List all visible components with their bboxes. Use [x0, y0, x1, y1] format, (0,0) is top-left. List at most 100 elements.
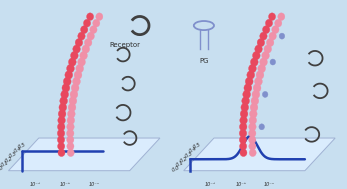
- Circle shape: [253, 84, 261, 92]
- Circle shape: [67, 123, 74, 131]
- Circle shape: [243, 90, 251, 99]
- Circle shape: [59, 103, 67, 112]
- Text: 0.2: 0.2: [4, 155, 14, 163]
- Circle shape: [58, 149, 65, 156]
- Circle shape: [67, 142, 74, 150]
- Circle shape: [275, 19, 282, 27]
- Circle shape: [252, 90, 260, 99]
- Circle shape: [239, 129, 247, 137]
- Circle shape: [78, 58, 85, 66]
- Circle shape: [67, 129, 74, 137]
- Circle shape: [249, 123, 256, 131]
- Circle shape: [78, 32, 85, 40]
- Circle shape: [240, 116, 247, 124]
- Circle shape: [75, 39, 83, 47]
- Text: 0.1: 0.1: [175, 160, 185, 168]
- Circle shape: [58, 123, 65, 131]
- Text: 0.3: 0.3: [8, 151, 18, 159]
- Circle shape: [244, 84, 252, 92]
- Text: 0.4: 0.4: [188, 146, 198, 154]
- Text: 10⁻⁵: 10⁻⁵: [30, 182, 41, 187]
- Circle shape: [258, 64, 265, 73]
- Circle shape: [61, 90, 69, 99]
- Circle shape: [65, 71, 73, 79]
- Circle shape: [263, 26, 270, 33]
- Circle shape: [245, 77, 253, 86]
- Circle shape: [82, 45, 90, 53]
- Polygon shape: [8, 138, 160, 171]
- Circle shape: [249, 142, 256, 150]
- Circle shape: [239, 142, 247, 150]
- Circle shape: [259, 124, 264, 130]
- Circle shape: [248, 64, 256, 73]
- Circle shape: [58, 110, 66, 118]
- Circle shape: [84, 19, 91, 27]
- Text: 0.3: 0.3: [184, 151, 193, 159]
- Text: PG: PG: [199, 58, 209, 64]
- Circle shape: [279, 33, 285, 39]
- Circle shape: [240, 149, 247, 156]
- Circle shape: [241, 103, 248, 112]
- Text: Receptor: Receptor: [109, 42, 140, 48]
- Text: 0.0: 0.0: [171, 165, 180, 173]
- Circle shape: [71, 84, 79, 92]
- Circle shape: [96, 13, 103, 20]
- Text: 0.2: 0.2: [179, 155, 189, 163]
- Polygon shape: [184, 138, 335, 171]
- Circle shape: [278, 13, 285, 20]
- Circle shape: [70, 51, 78, 60]
- Circle shape: [260, 32, 267, 40]
- Circle shape: [76, 64, 84, 73]
- Circle shape: [68, 58, 76, 66]
- Circle shape: [269, 32, 276, 40]
- Circle shape: [260, 58, 268, 66]
- Text: 0.0: 0.0: [0, 165, 5, 173]
- Text: 10⁻³: 10⁻³: [236, 182, 246, 187]
- Circle shape: [73, 45, 81, 53]
- Circle shape: [250, 103, 258, 112]
- Circle shape: [69, 97, 77, 105]
- Circle shape: [248, 129, 256, 137]
- Circle shape: [270, 59, 276, 65]
- Text: 10⁻⁵: 10⁻⁵: [205, 182, 216, 187]
- Circle shape: [266, 39, 274, 47]
- Circle shape: [253, 51, 260, 60]
- Circle shape: [84, 39, 92, 47]
- Circle shape: [265, 19, 273, 27]
- Text: 0.1: 0.1: [0, 160, 9, 168]
- Circle shape: [247, 71, 255, 79]
- Circle shape: [74, 71, 82, 79]
- Circle shape: [239, 123, 247, 131]
- Circle shape: [60, 97, 68, 105]
- Circle shape: [70, 90, 78, 99]
- Circle shape: [67, 64, 74, 73]
- Circle shape: [58, 116, 65, 124]
- Circle shape: [249, 110, 257, 118]
- Circle shape: [86, 13, 94, 20]
- Circle shape: [90, 26, 97, 33]
- Circle shape: [73, 77, 81, 86]
- Circle shape: [262, 51, 269, 60]
- Circle shape: [251, 58, 258, 66]
- Circle shape: [239, 136, 247, 144]
- Circle shape: [93, 19, 100, 27]
- Circle shape: [81, 26, 88, 33]
- Circle shape: [257, 39, 265, 47]
- Circle shape: [264, 45, 272, 53]
- Circle shape: [67, 149, 74, 156]
- Circle shape: [58, 142, 65, 150]
- Circle shape: [242, 97, 249, 105]
- Text: 0.5: 0.5: [17, 141, 27, 149]
- Circle shape: [62, 84, 70, 92]
- Circle shape: [64, 77, 71, 86]
- Circle shape: [80, 51, 87, 60]
- Circle shape: [57, 129, 65, 137]
- Circle shape: [240, 110, 248, 118]
- Circle shape: [87, 32, 94, 40]
- Text: 10⁻¹: 10⁻¹: [89, 182, 100, 187]
- Text: 0.5: 0.5: [193, 141, 202, 149]
- Circle shape: [255, 77, 262, 86]
- Circle shape: [255, 45, 262, 53]
- Circle shape: [262, 91, 268, 97]
- Circle shape: [68, 110, 75, 118]
